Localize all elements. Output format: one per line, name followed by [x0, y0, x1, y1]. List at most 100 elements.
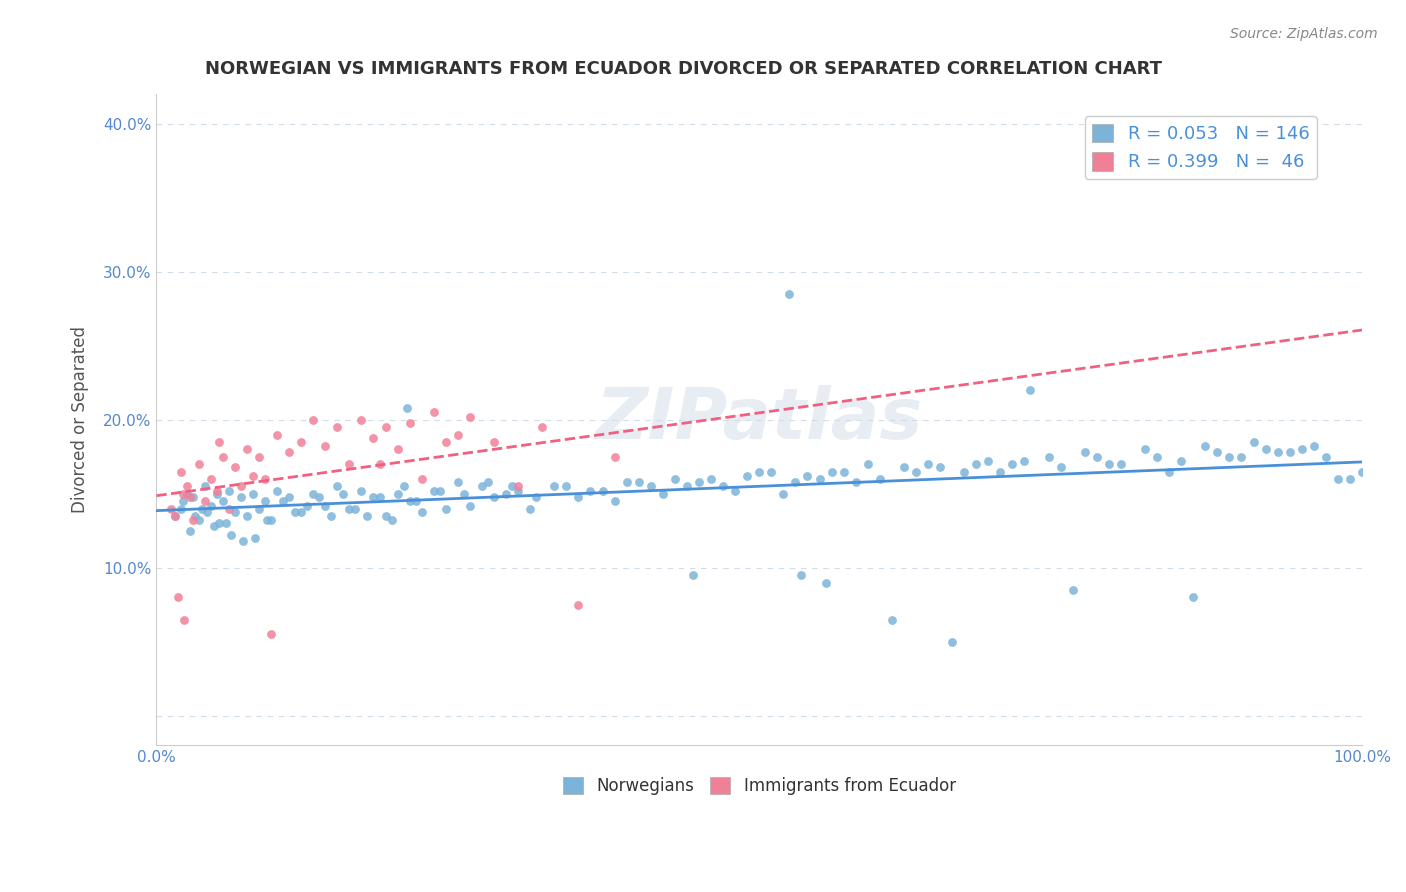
Point: [411, 472, 433, 486]
Point: [856, 457, 879, 471]
Point: [1230, 450, 1253, 464]
Point: [482, 435, 505, 450]
Point: [374, 508, 396, 523]
Point: [434, 501, 457, 516]
Point: [941, 634, 963, 648]
Point: [880, 613, 903, 627]
Point: [398, 494, 420, 508]
Point: [160, 501, 183, 516]
Point: [271, 494, 294, 508]
Point: [724, 483, 747, 498]
Point: [290, 435, 312, 450]
Point: [543, 479, 565, 493]
Y-axis label: Divorced or Separated: Divorced or Separated: [72, 326, 89, 514]
Point: [1098, 457, 1121, 471]
Point: [555, 479, 578, 493]
Point: [236, 508, 259, 523]
Point: [169, 501, 191, 516]
Point: [302, 487, 325, 501]
Point: [929, 460, 952, 475]
Point: [380, 513, 402, 527]
Point: [453, 487, 475, 501]
Point: [627, 475, 650, 489]
Point: [195, 505, 218, 519]
Point: [1062, 582, 1084, 597]
Point: [163, 508, 186, 523]
Point: [396, 401, 419, 415]
Point: [482, 490, 505, 504]
Point: [664, 472, 686, 486]
Point: [224, 505, 246, 519]
Point: [181, 513, 204, 527]
Point: [205, 483, 228, 498]
Point: [167, 591, 190, 605]
Point: [447, 475, 470, 489]
Point: [387, 442, 409, 457]
Point: [524, 490, 547, 504]
Point: [893, 460, 915, 475]
Point: [211, 450, 233, 464]
Point: [778, 287, 800, 301]
Point: [1019, 384, 1042, 398]
Point: [215, 516, 238, 531]
Point: [184, 508, 207, 523]
Point: [1351, 465, 1374, 479]
Point: [314, 440, 336, 454]
Point: [194, 479, 217, 493]
Point: [253, 472, 276, 486]
Point: [700, 472, 723, 486]
Point: [208, 435, 231, 450]
Point: [284, 505, 307, 519]
Point: [651, 487, 673, 501]
Point: [531, 420, 554, 434]
Point: [200, 472, 222, 486]
Point: [224, 460, 246, 475]
Point: [253, 494, 276, 508]
Point: [229, 479, 252, 493]
Point: [1182, 591, 1205, 605]
Point: [1074, 445, 1097, 459]
Text: Source: ZipAtlas.com: Source: ZipAtlas.com: [1230, 27, 1378, 41]
Text: NORWEGIAN VS IMMIGRANTS FROM ECUADOR DIVORCED OR SEPARATED CORRELATION CHART: NORWEGIAN VS IMMIGRANTS FROM ECUADOR DIV…: [205, 60, 1161, 78]
Point: [567, 490, 589, 504]
Point: [332, 487, 354, 501]
Point: [790, 568, 813, 582]
Point: [236, 442, 259, 457]
Point: [1254, 442, 1277, 457]
Point: [356, 508, 378, 523]
Point: [1194, 440, 1216, 454]
Point: [508, 479, 530, 493]
Point: [814, 575, 837, 590]
Point: [495, 487, 517, 501]
Point: [953, 465, 976, 479]
Point: [387, 487, 409, 501]
Point: [1302, 440, 1324, 454]
Point: [173, 613, 195, 627]
Text: ZIPatlas: ZIPatlas: [596, 385, 922, 454]
Point: [682, 568, 704, 582]
Point: [194, 494, 217, 508]
Point: [423, 405, 446, 419]
Point: [179, 524, 201, 538]
Point: [1170, 454, 1192, 468]
Point: [603, 450, 626, 464]
Point: [735, 469, 758, 483]
Point: [1049, 460, 1071, 475]
Point: [350, 413, 373, 427]
Point: [676, 479, 699, 493]
Point: [172, 487, 194, 501]
Point: [711, 479, 734, 493]
Point: [1315, 450, 1337, 464]
Point: [965, 457, 987, 471]
Point: [232, 534, 254, 549]
Point: [392, 479, 415, 493]
Point: [519, 501, 541, 516]
Point: [363, 431, 385, 445]
Point: [308, 490, 330, 504]
Point: [205, 487, 228, 501]
Point: [337, 501, 360, 516]
Point: [314, 499, 336, 513]
Point: [616, 475, 638, 489]
Point: [260, 627, 283, 641]
Point: [290, 505, 312, 519]
